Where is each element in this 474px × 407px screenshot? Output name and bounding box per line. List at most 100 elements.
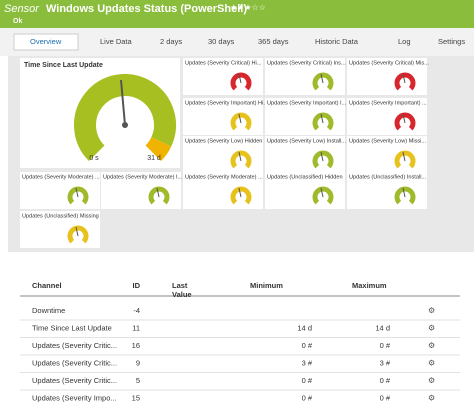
gauge-label: Updates (Severity Low) Install...	[267, 138, 346, 144]
gauge-arc	[67, 186, 89, 205]
gauge-label: Updates (Severity Important) ...	[349, 100, 427, 106]
gauge-needle	[402, 73, 406, 84]
tab[interactable]: Log	[398, 37, 411, 46]
gauge-label: Updates (Severity Low) Missi...	[349, 138, 427, 144]
gauge-needle	[120, 79, 126, 126]
tab[interactable]: 365 days	[258, 37, 289, 46]
cell-minimum: 3 #	[302, 358, 313, 367]
gauge-arc	[312, 112, 334, 131]
cell-id: 5	[136, 376, 140, 385]
cell-channel: Updates (Severity Critic...	[32, 358, 117, 367]
cell-maximum: 0 #	[380, 376, 391, 385]
gauge-needle	[402, 113, 406, 124]
stars[interactable]: ★★★☆☆	[230, 3, 266, 12]
gauge-label: Updates (Severity Moderate) ...	[185, 174, 263, 180]
gauge-needle	[320, 187, 324, 198]
gauge-arc	[312, 186, 334, 205]
gauge-label: Updates (Severity Critical) Mis...	[349, 60, 429, 66]
row-settings-icon[interactable]: ⚙	[428, 376, 435, 385]
gauge-needle	[238, 151, 242, 162]
table-panel	[0, 252, 474, 407]
cell-maximum: 14 d	[375, 323, 390, 332]
gauge-needle	[320, 113, 324, 124]
cell-minimum: 14 d	[297, 323, 312, 332]
status: Ok	[13, 18, 22, 25]
gauge-needle	[402, 151, 406, 162]
row-settings-icon[interactable]: ⚙	[428, 306, 435, 315]
row-settings-icon[interactable]: ⚙	[428, 341, 435, 350]
cell-channel: Updates (Severity Critic...	[32, 341, 117, 350]
row-settings-icon[interactable]: ⚙	[428, 324, 435, 333]
cell-channel: Updates (Severity Impo...	[32, 393, 117, 402]
gauge-needle	[75, 187, 79, 198]
column-header: ID	[133, 281, 141, 290]
column-header[interactable]: Channel	[32, 281, 62, 290]
cell-channel: Downtime	[32, 306, 65, 315]
gauge-label: Updates (Severity Critical) Hi...	[185, 60, 262, 66]
active-tab	[13, 33, 79, 51]
gauge-label: Updates (Unclassified) Install...	[349, 174, 427, 180]
gauge-label: Updates (Severity Important) I...	[267, 100, 347, 106]
gauge-needle	[156, 187, 160, 198]
tab[interactable]: Live Data	[100, 37, 133, 46]
cell-channel: Updates (Severity Critic...	[32, 376, 117, 385]
tab-bar	[0, 28, 474, 56]
gauge-arc	[394, 112, 416, 131]
cell-channel: Time Since Last Update	[32, 323, 112, 332]
tab[interactable]: Settings	[438, 37, 465, 46]
tab[interactable]: Overview	[30, 37, 62, 46]
cell-minimum: 0 #	[302, 393, 313, 402]
gauge-label: Updates (Severity Low) Hidden	[185, 138, 262, 144]
gauge-min: 0 s	[89, 155, 99, 162]
gauge-arc	[148, 186, 170, 205]
gauge-label: Updates (Severity Moderate) I...	[103, 174, 183, 180]
gauge-arc	[394, 150, 416, 169]
cell-id: 9	[136, 358, 140, 367]
gauge-needle	[238, 113, 242, 124]
gauge-arc-warn	[145, 136, 172, 162]
gauge-max: 31 d	[147, 155, 161, 162]
gauge-label: Updates (Severity Important) Hi...	[185, 100, 268, 106]
gauge-arc	[394, 186, 416, 205]
column-header: Last Value	[172, 281, 192, 299]
header-title: Windows Updates Status (PowerShell)	[46, 3, 247, 15]
cell-maximum: 0 #	[380, 393, 391, 402]
gauge-arc	[230, 186, 252, 205]
gauge-arc	[230, 150, 252, 169]
gauge-needle	[320, 151, 324, 162]
cell-id: -4	[133, 306, 140, 315]
gauge-hub	[122, 122, 128, 128]
gauge-label: Updates (Unclassified) Hidden	[267, 174, 343, 180]
gauge-arc	[312, 150, 334, 169]
gauge-label: Updates (Severity Moderate) ...	[22, 174, 100, 180]
cell-minimum: 0 #	[302, 341, 313, 350]
gauge-arc	[74, 74, 176, 162]
row-settings-icon[interactable]: ⚙	[428, 394, 435, 403]
tab[interactable]: 2 days	[160, 37, 182, 46]
gauge-needle	[238, 187, 242, 198]
gauge-needle	[320, 73, 324, 84]
gauge-label: Updates (Unclassified) Missing	[22, 213, 99, 219]
gauge-arc	[230, 72, 252, 91]
header-prefix: Sensor	[4, 3, 40, 15]
gauge-label: Updates (Severity Critical) Ins...	[267, 60, 346, 66]
cell-id: 11	[132, 323, 140, 332]
tab[interactable]: Historic Data	[315, 37, 359, 46]
cell-maximum: 0 #	[380, 341, 391, 350]
column-header: Minimum	[250, 281, 283, 290]
gauge-needle	[75, 226, 79, 237]
cell-minimum: 0 #	[302, 376, 313, 385]
cell-id: 16	[132, 341, 140, 350]
row-settings-icon[interactable]: ⚙	[428, 359, 435, 368]
gauge-arc	[67, 225, 89, 244]
cell-id: 15	[132, 393, 140, 402]
tab[interactable]: 30 days	[208, 37, 235, 46]
gauge-label: Time Since Last Update	[24, 62, 103, 69]
gauge-arc	[312, 72, 334, 91]
gauge-needle	[238, 73, 242, 84]
gauge-arc	[394, 72, 416, 91]
column-header: Maximum	[352, 281, 387, 290]
cell-maximum: 3 #	[380, 358, 391, 367]
